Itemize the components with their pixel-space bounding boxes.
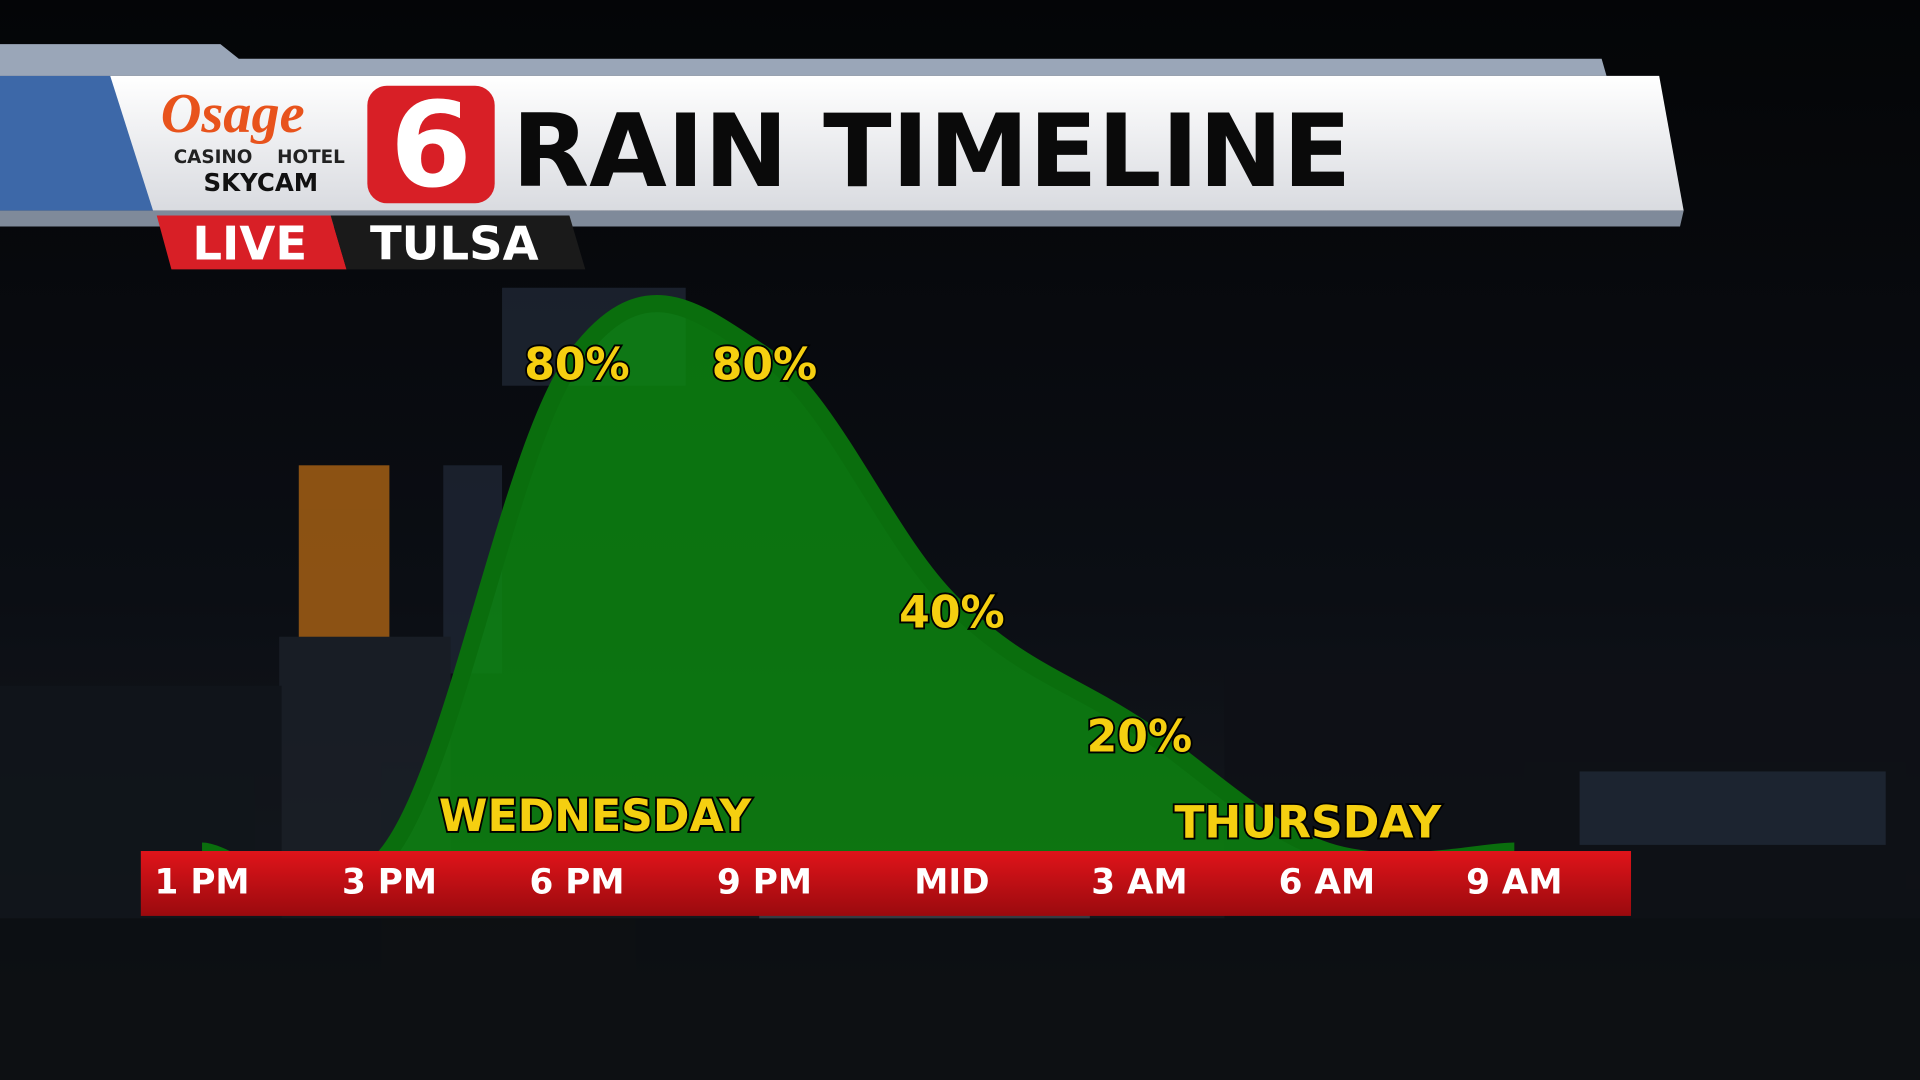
labels: 80% 80% 40% 20% 1 PM 3 PM 6 PM 9 PM MID 3 AM 6 AM 9…	[155, 338, 1563, 903]
x-tick-label: 6 PM	[529, 863, 624, 903]
logo-text: HOTEL	[277, 147, 345, 168]
x-tick-label: 1 PM	[155, 863, 250, 903]
logo-brand: Osage	[161, 83, 305, 145]
x-tick-label: 9 AM	[1466, 863, 1562, 903]
header-banner: Osage CASINO HOTEL SKYCAM 6 RAIN TIMELIN…	[0, 44, 1684, 271]
time-bar	[140, 851, 1632, 916]
x-tick-label: MID	[914, 863, 989, 903]
day-label: WEDNESDAY	[439, 791, 753, 842]
logo-text: CASINO	[174, 147, 253, 168]
day-label: THURSDAY	[1174, 797, 1442, 848]
x-tick-label: 6 AM	[1279, 863, 1375, 903]
rain-area	[202, 303, 1515, 891]
x-tick-label: 3 AM	[1091, 863, 1187, 903]
channel-badge	[367, 85, 495, 204]
live-label: LIVE	[192, 217, 307, 271]
value-label: 80%	[524, 339, 630, 390]
channel-number: 6	[390, 77, 472, 214]
title: RAIN TIMELINE	[512, 93, 1352, 210]
value-label: 20%	[1087, 711, 1193, 762]
plot	[200, 295, 1515, 900]
x-tick-label: 3 PM	[342, 863, 437, 903]
value-label: 40%	[899, 587, 1005, 638]
rain-line	[200, 295, 1515, 900]
logo-text: SKYCAM	[203, 168, 318, 197]
value-label: 80%	[712, 339, 818, 390]
x-tick-label: 9 PM	[717, 863, 812, 903]
location-label: TULSA	[370, 217, 539, 271]
